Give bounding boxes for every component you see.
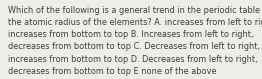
Text: decreases from bottom to top E none of the above: decreases from bottom to top E none of t… xyxy=(8,67,216,76)
Text: Which of the following is a general trend in the periodic table for: Which of the following is a general tren… xyxy=(8,6,262,15)
Text: the atomic radius of the elements? A. increases from left to right,: the atomic radius of the elements? A. in… xyxy=(8,18,262,27)
Text: increases from bottom to top B. Increases from left to right,: increases from bottom to top B. Increase… xyxy=(8,30,254,39)
Text: decreases from bottom to top C. Decreases from left to right,: decreases from bottom to top C. Decrease… xyxy=(8,42,260,51)
Text: increases from bottom to top D. Decreases from left to right,: increases from bottom to top D. Decrease… xyxy=(8,55,258,64)
